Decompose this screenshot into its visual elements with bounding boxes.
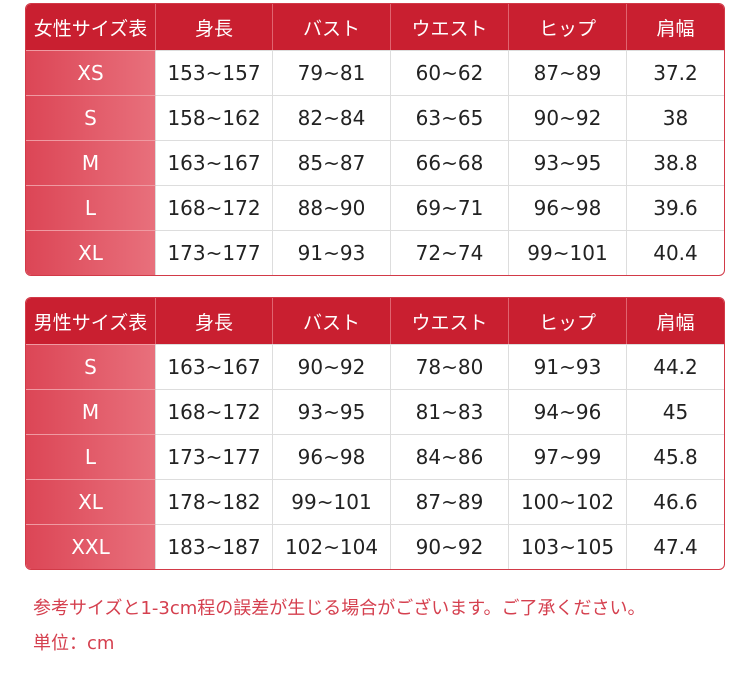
column-header: 身長 [156, 4, 273, 50]
table-cell: 87~89 [391, 479, 509, 524]
size-label: S [26, 344, 156, 389]
size-label: M [26, 389, 156, 434]
table-cell: 90~92 [391, 524, 509, 569]
header-row: 男性サイズ表 身長 バスト ウエスト ヒップ 肩幅 [26, 298, 724, 344]
table-cell: 47.4 [627, 524, 724, 569]
size-label: XXL [26, 524, 156, 569]
table-cell: 45.8 [627, 434, 724, 479]
unit-note: 単位：cm [33, 633, 115, 654]
table-row: XXL 183~187 102~104 90~92 103~105 47.4 [26, 524, 724, 569]
table-cell: 46.6 [627, 479, 724, 524]
table-cell: 99~101 [273, 479, 391, 524]
column-header: 男性サイズ表 [26, 298, 156, 344]
table-cell: 37.2 [627, 50, 724, 95]
table-cell: 178~182 [156, 479, 273, 524]
table-cell: 90~92 [509, 95, 627, 140]
column-header: バスト [273, 298, 391, 344]
table-cell: 90~92 [273, 344, 391, 389]
table-cell: 87~89 [509, 50, 627, 95]
table-cell: 93~95 [509, 140, 627, 185]
size-label: L [26, 185, 156, 230]
table-row: S 163~167 90~92 78~80 91~93 44.2 [26, 344, 724, 389]
table-cell: 99~101 [509, 230, 627, 275]
column-header: ヒップ [509, 4, 627, 50]
column-header: ウエスト [391, 298, 509, 344]
size-label: L [26, 434, 156, 479]
table-cell: 173~177 [156, 434, 273, 479]
column-header: 肩幅 [627, 298, 724, 344]
size-label: S [26, 95, 156, 140]
table-cell: 168~172 [156, 185, 273, 230]
table-cell: 38 [627, 95, 724, 140]
disclaimer-note: 参考サイズと1-3cm程の誤差が生じる場合がございます。ご了承ください。 [33, 598, 646, 619]
header-row: 女性サイズ表 身長 バスト ウエスト ヒップ 肩幅 [26, 4, 724, 50]
column-header: ヒップ [509, 298, 627, 344]
table-cell: 79~81 [273, 50, 391, 95]
table-cell: 60~62 [391, 50, 509, 95]
table-row: M 163~167 85~87 66~68 93~95 38.8 [26, 140, 724, 185]
table-cell: 168~172 [156, 389, 273, 434]
table-cell: 173~177 [156, 230, 273, 275]
table-cell: 97~99 [509, 434, 627, 479]
table-cell: 158~162 [156, 95, 273, 140]
table-cell: 81~83 [391, 389, 509, 434]
table-cell: 183~187 [156, 524, 273, 569]
size-label: M [26, 140, 156, 185]
table-cell: 63~65 [391, 95, 509, 140]
column-header: ウエスト [391, 4, 509, 50]
table-cell: 45 [627, 389, 724, 434]
men-size-table: 男性サイズ表 身長 バスト ウエスト ヒップ 肩幅 S 163~167 90~92 78~80 91… [25, 297, 725, 570]
size-label: XL [26, 479, 156, 524]
table-cell: 39.6 [627, 185, 724, 230]
table-cell: 78~80 [391, 344, 509, 389]
table-cell: 96~98 [273, 434, 391, 479]
table-cell: 66~68 [391, 140, 509, 185]
table-row: S 158~162 82~84 63~65 90~92 38 [26, 95, 724, 140]
table-cell: 85~87 [273, 140, 391, 185]
table-cell: 40.4 [627, 230, 724, 275]
table-cell: 93~95 [273, 389, 391, 434]
table-cell: 38.8 [627, 140, 724, 185]
table-row: XL 173~177 91~93 72~74 99~101 40.4 [26, 230, 724, 275]
table-cell: 88~90 [273, 185, 391, 230]
table-row: XS 153~157 79~81 60~62 87~89 37.2 [26, 50, 724, 95]
table-row: L 173~177 96~98 84~86 97~99 45.8 [26, 434, 724, 479]
table-cell: 94~96 [509, 389, 627, 434]
table-cell: 91~93 [273, 230, 391, 275]
table-row: XL 178~182 99~101 87~89 100~102 46.6 [26, 479, 724, 524]
table-cell: 91~93 [509, 344, 627, 389]
table-cell: 96~98 [509, 185, 627, 230]
size-label: XS [26, 50, 156, 95]
table-cell: 102~104 [273, 524, 391, 569]
table-cell: 44.2 [627, 344, 724, 389]
table-cell: 100~102 [509, 479, 627, 524]
table-cell: 163~167 [156, 140, 273, 185]
column-header: 肩幅 [627, 4, 724, 50]
table-row: M 168~172 93~95 81~83 94~96 45 [26, 389, 724, 434]
table-cell: 69~71 [391, 185, 509, 230]
column-header: 身長 [156, 298, 273, 344]
table-cell: 103~105 [509, 524, 627, 569]
column-header: バスト [273, 4, 391, 50]
women-size-table: 女性サイズ表 身長 バスト ウエスト ヒップ 肩幅 XS 153~157 79~81 60~62 8… [25, 3, 725, 276]
table-cell: 84~86 [391, 434, 509, 479]
table-cell: 153~157 [156, 50, 273, 95]
size-label: XL [26, 230, 156, 275]
table-cell: 163~167 [156, 344, 273, 389]
column-header: 女性サイズ表 [26, 4, 156, 50]
table-cell: 72~74 [391, 230, 509, 275]
table-row: L 168~172 88~90 69~71 96~98 39.6 [26, 185, 724, 230]
table-cell: 82~84 [273, 95, 391, 140]
